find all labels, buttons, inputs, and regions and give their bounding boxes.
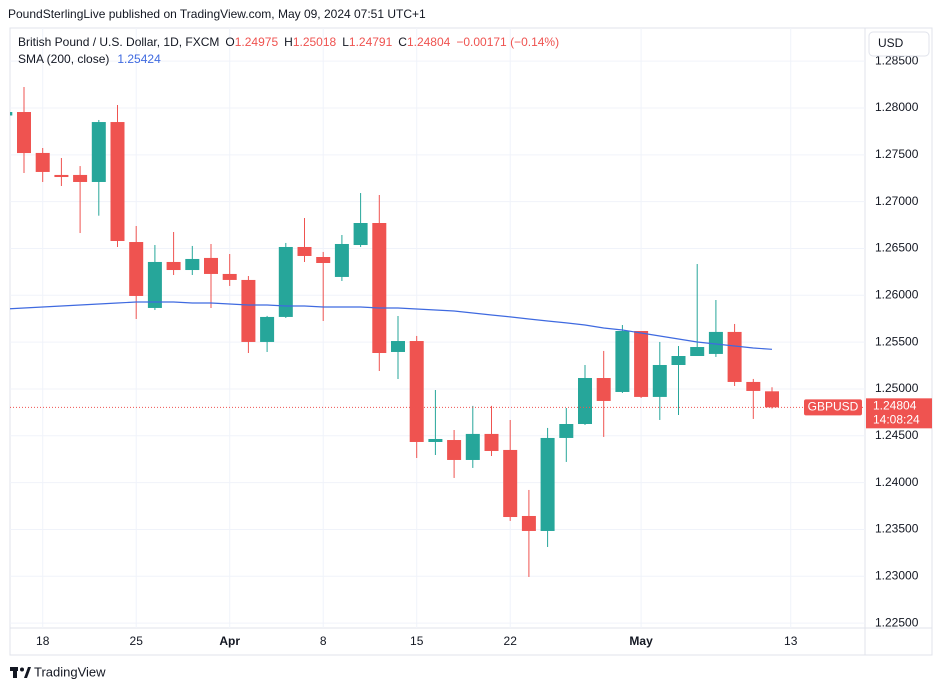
h-label: H [284, 35, 293, 49]
symbol-tag: GBPUSD [808, 400, 859, 414]
grid [10, 28, 865, 628]
candle-body [634, 330, 649, 397]
candle-body [372, 223, 387, 354]
y-tick-label: 1.27000 [875, 194, 919, 208]
y-tick-label: 1.26500 [875, 241, 919, 255]
candle-body [91, 122, 106, 182]
legend-ohlc: British Pound / U.S. Dollar, 1D, FXCM O1.… [18, 35, 559, 49]
candle-body [147, 261, 162, 308]
price-tag-bg [866, 398, 932, 429]
x-tick-label: 18 [36, 634, 50, 648]
countdown: 14:08:24 [873, 413, 920, 427]
candle-body [166, 261, 181, 271]
plot [10, 87, 865, 577]
candle-body [316, 257, 331, 263]
candle-body [353, 223, 368, 246]
y-tick-label: 1.24500 [875, 428, 919, 442]
c-value: 1.24804 [407, 35, 451, 49]
candle-body [765, 391, 779, 408]
footer: TradingView [34, 664, 106, 679]
candle-body [17, 112, 31, 154]
x-tick-label: Apr [219, 634, 240, 648]
candle-body [540, 437, 555, 531]
o-label: O [225, 35, 234, 49]
logo-icon [13, 667, 17, 678]
x-tick-label: May [629, 634, 653, 648]
candle-body [596, 378, 611, 401]
candle-body [391, 341, 405, 352]
candle-body [615, 330, 630, 392]
y-tick-label: 1.28000 [875, 100, 919, 114]
x-tick-label: 13 [784, 634, 798, 648]
symbol-tag-bg [804, 399, 862, 416]
sma-line [10, 301, 773, 350]
x-tick-label: 22 [504, 634, 518, 648]
candle-body [241, 279, 256, 342]
candle-body [10, 112, 13, 116]
candle-body [110, 122, 125, 241]
logo-icon [24, 667, 31, 678]
y-tick-label: 1.24000 [875, 475, 919, 489]
symbol: British Pound / U.S. Dollar, 1D, FXCM [18, 35, 219, 49]
candle-body [559, 424, 574, 438]
price-tag: 1.24804 [873, 399, 917, 413]
y-tick-label: 1.28500 [875, 53, 919, 67]
candle-body [671, 356, 686, 365]
candle-body [54, 174, 69, 178]
candle-body [260, 316, 275, 342]
candle-body [447, 440, 462, 460]
candle-body [278, 246, 293, 317]
logo-icon [20, 667, 24, 672]
candle-body [578, 378, 592, 425]
y-tick-label: 1.25000 [875, 381, 919, 395]
candle-body [428, 438, 443, 442]
candle-body [690, 347, 705, 357]
candle-body [503, 449, 518, 518]
change: −0.00171 (−0.14%) [456, 35, 559, 49]
candle-body [73, 174, 88, 182]
candle-body [204, 257, 218, 274]
candle-body [185, 258, 200, 271]
candle-body [334, 243, 349, 277]
y-tick-label: 1.25500 [875, 334, 919, 348]
candle-body [297, 246, 312, 256]
axes: 1.22500 1.23000 1.23500 1.24000 1.24500 1.250… [36, 53, 932, 648]
y-tick-label: 1.27500 [875, 147, 919, 161]
l-label: L [342, 35, 349, 49]
c-label: C [398, 35, 407, 49]
y-tick-label: 1.26000 [875, 287, 919, 301]
y-tick-label: 1.23500 [875, 522, 919, 536]
h-value: 1.25018 [293, 35, 337, 49]
candle-body [35, 152, 50, 172]
o-value: 1.24975 [235, 35, 279, 49]
candle-body [465, 433, 480, 460]
currency-button[interactable] [868, 31, 930, 57]
x-tick-label: 15 [410, 634, 424, 648]
candle-body [727, 331, 742, 382]
sma-value: 1.25424 [117, 52, 161, 66]
currency[interactable]: USD [878, 36, 904, 50]
candle-body [521, 515, 536, 531]
x-tick-label: 8 [320, 634, 327, 648]
l-value: 1.24791 [349, 35, 393, 49]
candle-body [222, 273, 237, 280]
candle-body [484, 433, 499, 451]
footer-logo: TradingView [10, 664, 106, 679]
x-tick-label: 25 [130, 634, 144, 648]
legend-sma: SMA (200, close) 1.25424 [18, 52, 161, 66]
sma-label: SMA (200, close) [18, 52, 109, 66]
y-tick-label: 1.22500 [875, 615, 919, 629]
candle-body [129, 242, 144, 296]
candle-body [652, 364, 667, 397]
candle-body [409, 341, 424, 442]
candle-body [746, 381, 761, 391]
chart-frame [9, 27, 933, 656]
y-tick-label: 1.23000 [875, 568, 919, 582]
candle-body [708, 331, 723, 354]
publisher: PoundSterlingLive published on TradingVi… [8, 7, 426, 21]
